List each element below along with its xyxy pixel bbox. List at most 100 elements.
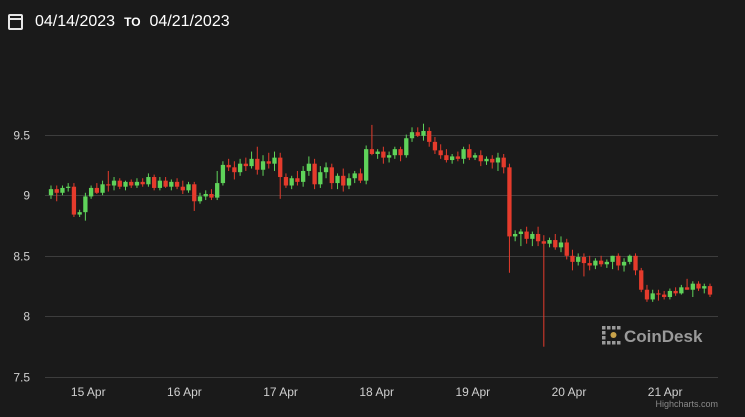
- candle[interactable]: [547, 237, 552, 248]
- candle[interactable]: [71, 183, 77, 218]
- candle[interactable]: [94, 183, 99, 194]
- candle[interactable]: [197, 192, 203, 204]
- candle[interactable]: [323, 162, 329, 179]
- candle[interactable]: [707, 283, 713, 298]
- candle[interactable]: [656, 289, 661, 301]
- candle[interactable]: [117, 178, 122, 190]
- candle[interactable]: [616, 253, 621, 271]
- candle[interactable]: [524, 226, 529, 244]
- candle[interactable]: [553, 233, 558, 250]
- candle[interactable]: [140, 178, 145, 187]
- candle[interactable]: [295, 170, 300, 186]
- candle[interactable]: [375, 149, 380, 159]
- candle[interactable]: [54, 185, 59, 202]
- candle[interactable]: [266, 152, 271, 169]
- candle[interactable]: [604, 259, 610, 268]
- candle[interactable]: [427, 127, 432, 147]
- candle[interactable]: [696, 281, 701, 291]
- candle[interactable]: [541, 235, 546, 347]
- candle[interactable]: [621, 258, 627, 272]
- calendar-icon[interactable]: [8, 14, 23, 30]
- candle[interactable]: [662, 290, 667, 300]
- candle[interactable]: [467, 144, 472, 161]
- candle[interactable]: [610, 255, 615, 270]
- candle[interactable]: [455, 151, 461, 162]
- candle[interactable]: [501, 153, 506, 174]
- candle[interactable]: [593, 258, 598, 270]
- candle[interactable]: [163, 177, 168, 188]
- candle[interactable]: [134, 178, 140, 188]
- candle[interactable]: [444, 149, 449, 163]
- candle[interactable]: [564, 238, 569, 260]
- candle[interactable]: [581, 253, 587, 277]
- candle[interactable]: [392, 146, 397, 159]
- candle[interactable]: [432, 137, 438, 154]
- candle[interactable]: [461, 146, 466, 164]
- candle[interactable]: [558, 236, 564, 253]
- candle[interactable]: [449, 153, 455, 164]
- candle[interactable]: [283, 173, 289, 188]
- candle[interactable]: [151, 174, 157, 191]
- candle[interactable]: [215, 170, 220, 201]
- candle[interactable]: [507, 163, 512, 273]
- candle[interactable]: [255, 146, 260, 175]
- candle[interactable]: [123, 180, 128, 191]
- from-date[interactable]: 04/14/2023: [35, 13, 116, 30]
- candle[interactable]: [129, 179, 134, 188]
- candle[interactable]: [220, 161, 226, 186]
- candle[interactable]: [472, 152, 478, 161]
- candle[interactable]: [306, 156, 312, 176]
- candle[interactable]: [381, 146, 386, 164]
- candle[interactable]: [48, 185, 54, 199]
- candle[interactable]: [513, 230, 518, 242]
- candle[interactable]: [650, 289, 655, 302]
- candle[interactable]: [335, 173, 340, 190]
- candle[interactable]: [409, 127, 415, 142]
- candle[interactable]: [272, 151, 277, 171]
- candle[interactable]: [570, 249, 575, 271]
- candle[interactable]: [106, 170, 111, 192]
- candle[interactable]: [398, 146, 403, 162]
- candle[interactable]: [478, 150, 483, 167]
- candle[interactable]: [77, 209, 82, 218]
- candle[interactable]: [702, 283, 707, 294]
- to-date[interactable]: 04/21/2023: [149, 13, 230, 30]
- candle[interactable]: [587, 255, 592, 271]
- candle[interactable]: [490, 155, 495, 169]
- candle[interactable]: [232, 161, 237, 180]
- candle[interactable]: [346, 173, 352, 190]
- candle[interactable]: [484, 156, 489, 165]
- candle[interactable]: [192, 181, 197, 211]
- candle[interactable]: [684, 278, 690, 290]
- candle[interactable]: [495, 152, 501, 171]
- candle[interactable]: [518, 229, 524, 247]
- candle[interactable]: [169, 179, 174, 191]
- candle[interactable]: [111, 177, 117, 191]
- candle[interactable]: [157, 177, 163, 191]
- candle[interactable]: [329, 163, 334, 190]
- candle[interactable]: [260, 155, 266, 176]
- candle[interactable]: [404, 134, 409, 158]
- candle[interactable]: [243, 157, 248, 171]
- candle[interactable]: [415, 127, 420, 138]
- candle[interactable]: [278, 152, 283, 199]
- highcharts-credit[interactable]: Highcharts.com: [655, 399, 718, 409]
- candle[interactable]: [576, 253, 581, 266]
- candle[interactable]: [88, 185, 94, 199]
- candle[interactable]: [226, 158, 231, 171]
- candle[interactable]: [535, 226, 541, 247]
- candle[interactable]: [60, 185, 65, 196]
- candle[interactable]: [386, 151, 392, 163]
- candle[interactable]: [237, 158, 243, 176]
- candle[interactable]: [341, 168, 346, 192]
- candle[interactable]: [598, 255, 604, 267]
- candle[interactable]: [421, 123, 426, 141]
- candle[interactable]: [66, 183, 71, 192]
- candle[interactable]: [180, 180, 185, 194]
- candle[interactable]: [100, 180, 105, 196]
- candle[interactable]: [639, 267, 644, 293]
- candle[interactable]: [174, 178, 180, 190]
- candle[interactable]: [364, 145, 369, 185]
- candle[interactable]: [679, 284, 684, 295]
- candle[interactable]: [312, 158, 317, 190]
